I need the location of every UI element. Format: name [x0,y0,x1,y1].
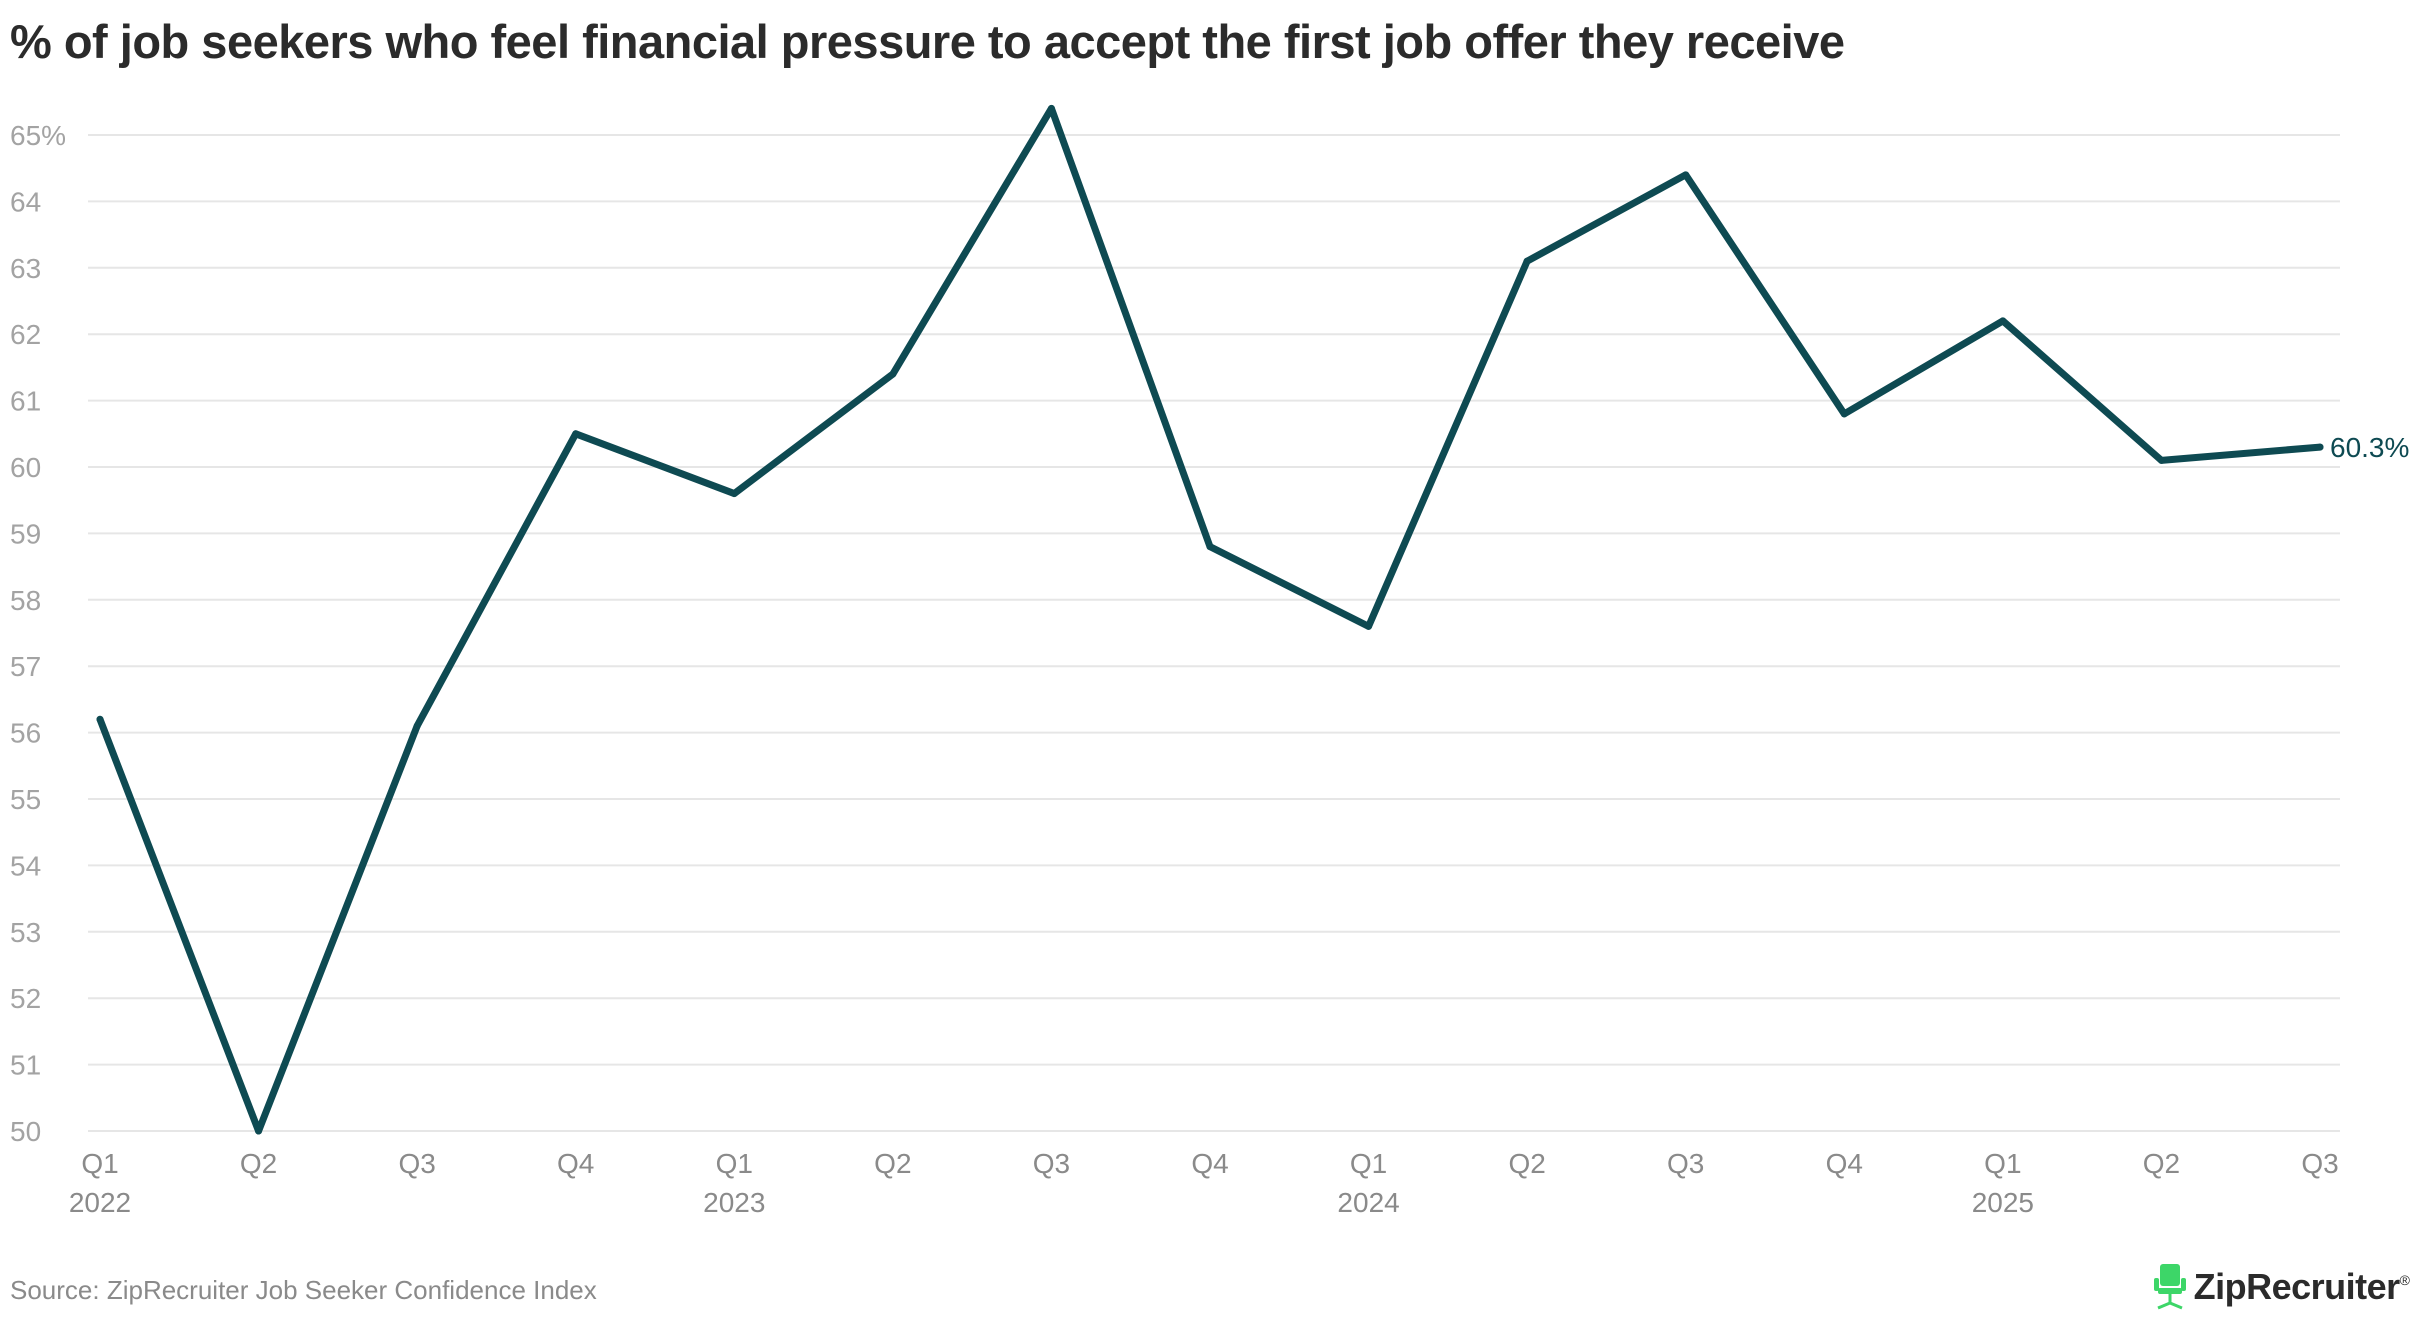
x-tick-label: Q4 [1826,1148,1863,1179]
x-tick-label: Q1 [81,1148,118,1179]
data-point [1523,257,1531,265]
x-tick-label: Q3 [398,1148,435,1179]
ziprecruiter-logo: ZipRecruiter ® [2152,1262,2410,1312]
y-tick-label: 60 [10,452,41,483]
data-point [889,370,897,378]
series-layer: 60.3% [96,104,2409,1135]
data-point [2316,443,2324,451]
chart-title: % of job seekers who feel financial pres… [10,15,1845,68]
x-year-label: 2023 [703,1187,765,1218]
y-tick-label: 51 [10,1050,41,1081]
y-tick-label: 50 [10,1116,41,1147]
y-tick-label: 53 [10,917,41,948]
series-line [96,104,2324,1135]
x-tick-label: Q2 [240,1148,277,1179]
x-tick-label: Q1 [1984,1148,2021,1179]
data-point [572,430,580,438]
brand-name: ZipRecruiter [2193,1266,2401,1307]
y-tick-label: 63 [10,253,41,284]
data-point [1365,622,1373,630]
source-note: Source: ZipRecruiter Job Seeker Confiden… [10,1275,597,1305]
y-axis-ticks: 50 51 52 53 54 55 56 57 58 59 60 61 62 63 64 65% [10,120,66,1147]
x-axis-ticks: Q1 2022 Q2 Q3 Q4 Q1 2023 Q2 Q3 Q4 Q1 2024 Q2 Q3 Q4 Q1 20… [69,1148,2339,1218]
y-tick-label: 64 [10,186,41,217]
data-point [1206,543,1214,551]
x-year-label: 2024 [1337,1187,1399,1218]
y-tick-label: 56 [10,718,41,749]
data-point [1840,410,1848,418]
x-tick-label: Q4 [557,1148,594,1179]
y-tick-label: 61 [10,386,41,417]
y-tick-label: 62 [10,319,41,350]
data-point [1999,317,2007,325]
x-tick-label: Q4 [1191,1148,1228,1179]
data-point [96,715,104,723]
y-tick-label: 65% [10,120,66,151]
y-tick-label: 54 [10,850,41,881]
y-tick-label: 52 [10,983,41,1014]
data-point [2157,456,2165,464]
x-tick-label: Q2 [1508,1148,1545,1179]
y-tick-label: 59 [10,518,41,549]
data-point [413,722,421,730]
chair-logo-icon [2153,1264,2186,1310]
x-tick-label: Q3 [1667,1148,1704,1179]
x-tick-label: Q3 [1033,1148,1070,1179]
data-point [1047,104,1055,112]
gridlines [88,134,2340,1132]
y-tick-label: 57 [10,651,41,682]
x-tick-label: Q1 [1350,1148,1387,1179]
x-year-label: 2025 [1972,1187,2034,1218]
data-point [730,490,738,498]
x-tick-label: Q3 [2301,1148,2338,1179]
y-tick-label: 55 [10,784,41,815]
x-tick-label: Q2 [874,1148,911,1179]
x-tick-label: Q2 [2143,1148,2180,1179]
registered-mark: ® [2399,1272,2410,1288]
data-point [1682,171,1690,179]
y-tick-label: 58 [10,585,41,616]
x-tick-label: Q1 [716,1148,753,1179]
x-year-label: 2022 [69,1187,131,1218]
data-point [255,1127,263,1135]
end-value-label: 60.3% [2330,432,2409,463]
